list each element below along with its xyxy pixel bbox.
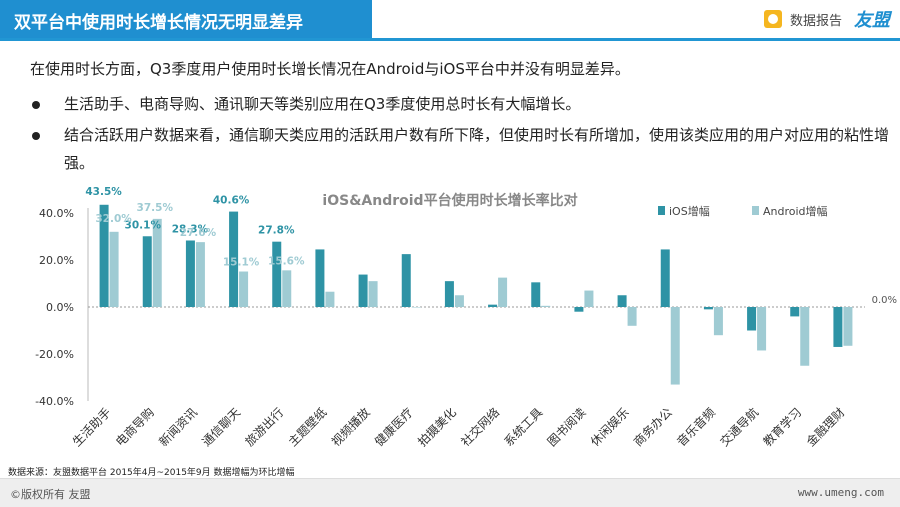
usage-growth-chart: iOS&Android平台使用时长增长率比对 40.0% 20.0% 0.0% -20.…	[35, 186, 897, 450]
category-label: 视频播放	[328, 405, 373, 450]
bar-android	[152, 218, 162, 307]
bar-ios	[531, 282, 541, 307]
category-label: 音乐音频	[673, 405, 718, 450]
bar-ios	[833, 307, 843, 347]
data-label-android: 37.5%	[137, 202, 174, 214]
bar-ios	[229, 211, 239, 307]
data-label-ios: 28.3%	[172, 223, 209, 235]
bar-android	[541, 305, 551, 307]
report-icon	[763, 10, 782, 28]
category-label: 系统工具	[502, 405, 546, 449]
y-tick-label: -40.0%	[35, 395, 74, 408]
data-label-ios: 30.1%	[125, 219, 162, 231]
bar-ios	[747, 307, 757, 331]
bar-ios	[185, 240, 195, 307]
bar-ios	[488, 304, 498, 307]
website-link[interactable]: www.umeng.com	[797, 486, 884, 499]
legend-swatch-android	[752, 206, 759, 215]
bar-ios	[617, 295, 627, 307]
bar-android	[800, 307, 810, 366]
legend-label-ios: iOS增幅	[669, 204, 710, 218]
bar-android	[843, 307, 853, 346]
bar-android	[757, 307, 767, 351]
data-label-android: 15.6%	[268, 255, 305, 267]
category-label: 交通导航	[717, 405, 762, 450]
bar-android	[109, 231, 119, 307]
chart-title: iOS&Android平台使用时长增长率比对	[322, 192, 577, 209]
category-label: 金融理财	[803, 405, 848, 450]
category-label: 通信聊天	[199, 405, 243, 449]
bar-ios	[660, 249, 670, 307]
data-label-ios: 43.5%	[85, 186, 122, 198]
footer-bar: ©版权所有 友盟 www.umeng.com	[0, 478, 900, 507]
bar-android	[454, 295, 464, 307]
bar-ios	[574, 307, 584, 312]
data-label-ios: 27.8%	[258, 225, 295, 237]
category-label: 生活助手	[70, 405, 114, 449]
zero-annotation: 0.0%	[872, 295, 897, 306]
legend-swatch-ios	[658, 206, 665, 215]
y-tick-label: 0.0%	[46, 301, 74, 314]
bar-android	[411, 307, 421, 308]
bar-ios	[315, 249, 325, 307]
bar-android	[282, 270, 292, 307]
data-label-ios: 40.6%	[213, 195, 250, 207]
data-label-android: 27.6%	[180, 227, 217, 239]
bullet-item-1: 生活助手、电商导购、通讯聊天等类别应用在Q3季度使用总时长有大幅增长。	[30, 90, 890, 118]
y-tick-label: 20.0%	[39, 254, 74, 267]
data-label-android: 15.1%	[223, 257, 260, 269]
category-label: 主题壁纸	[285, 405, 330, 450]
bar-ios	[99, 204, 109, 307]
bar-ios	[703, 307, 713, 310]
category-label: 电商导购	[112, 405, 157, 450]
bar-ios	[358, 274, 368, 307]
category-label: 商务办公	[630, 405, 675, 450]
copyright-text: ©版权所有 友盟	[10, 488, 91, 501]
bullet-dot-icon	[32, 101, 40, 109]
category-label: 休闲娱乐	[588, 405, 632, 449]
bar-ios	[272, 241, 282, 307]
intro-text: 在使用时长方面，Q3季度用户使用时长增长情况在Android与iOS平台中并没有…	[30, 60, 630, 78]
bar-android	[239, 271, 249, 307]
bullet-dot-icon	[32, 132, 40, 140]
bar-android	[498, 277, 508, 307]
category-label: 社交网络	[458, 405, 503, 450]
category-label: 健康医疗	[371, 405, 416, 450]
y-tick-label: -20.0%	[35, 348, 74, 361]
data-source-note: 数据来源：友盟数据平台 2015年4月~2015年9月 数据增幅为环比增幅	[8, 468, 295, 478]
category-label: 教育学习	[760, 405, 805, 450]
report-label: 数据报告	[789, 13, 842, 29]
category-label: 图书阅读	[545, 405, 589, 449]
bar-android	[325, 291, 335, 307]
data-label-android: 32.0%	[95, 213, 132, 225]
bar-ios	[142, 236, 152, 307]
legend-label-android: Android增幅	[763, 204, 828, 218]
bar-android	[584, 290, 594, 307]
bar-android	[713, 307, 723, 336]
title-banner: 双平台中使用时长增长情况无明显差异	[0, 0, 372, 38]
page-title: 双平台中使用时长增长情况无明显差异	[14, 13, 303, 33]
category-label: 旅游出行	[243, 405, 287, 449]
bar-android	[368, 281, 378, 307]
bar-ios	[444, 281, 454, 307]
bullet-text-1: 生活助手、电商导购、通讯聊天等类别应用在Q3季度使用总时长有大幅增长。	[64, 95, 581, 113]
bar-android	[670, 307, 680, 385]
umeng-logo: 友盟	[854, 10, 890, 31]
category-label: 新闻资讯	[155, 405, 200, 450]
bar-android	[627, 307, 637, 326]
bar-ios	[790, 307, 800, 317]
category-label: 拍摄美化	[414, 405, 459, 450]
header-bar: 双平台中使用时长增长情况无明显差异 数据报告 友盟	[0, 0, 900, 41]
bar-ios	[401, 254, 411, 307]
y-tick-label: 40.0%	[39, 207, 74, 220]
bar-android	[195, 242, 205, 307]
brand-area: 数据报告 友盟	[763, 6, 890, 32]
bullet-text-2: 结合活跃用户数据来看，通信聊天类应用的活跃用户数有所下降，但使用时长有所增加，使…	[64, 126, 890, 172]
bullet-item-2: 结合活跃用户数据来看，通信聊天类应用的活跃用户数有所下降，但使用时长有所增加，使…	[30, 121, 890, 177]
